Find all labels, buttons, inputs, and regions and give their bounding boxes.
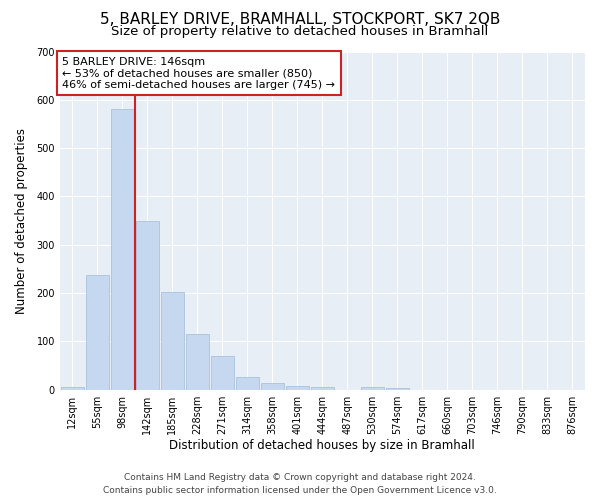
Bar [311, 387, 334, 390]
Bar [386, 388, 409, 390]
Text: 5 BARLEY DRIVE: 146sqm
← 53% of detached houses are smaller (850)
46% of semi-de: 5 BARLEY DRIVE: 146sqm ← 53% of detached… [62, 56, 335, 90]
Bar [286, 386, 309, 390]
Bar [86, 275, 109, 390]
Text: 5, BARLEY DRIVE, BRAMHALL, STOCKPORT, SK7 2QB: 5, BARLEY DRIVE, BRAMHALL, STOCKPORT, SK… [100, 12, 500, 28]
Bar [111, 110, 134, 390]
Bar [361, 388, 384, 390]
Text: Size of property relative to detached houses in Bramhall: Size of property relative to detached ho… [112, 25, 488, 38]
Bar [136, 220, 159, 390]
Bar [211, 356, 234, 390]
Bar [61, 388, 84, 390]
Bar [261, 384, 284, 390]
Y-axis label: Number of detached properties: Number of detached properties [15, 128, 28, 314]
X-axis label: Distribution of detached houses by size in Bramhall: Distribution of detached houses by size … [169, 440, 475, 452]
Text: Contains HM Land Registry data © Crown copyright and database right 2024.
Contai: Contains HM Land Registry data © Crown c… [103, 473, 497, 495]
Bar [161, 292, 184, 390]
Bar [186, 334, 209, 390]
Bar [236, 377, 259, 390]
